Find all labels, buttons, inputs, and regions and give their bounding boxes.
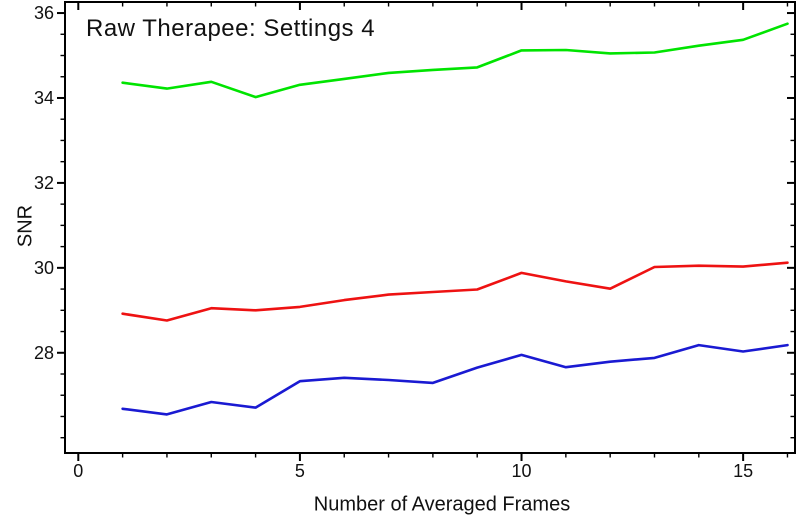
- y-tick-label: 34: [34, 88, 54, 108]
- y-tick-label: 30: [34, 258, 54, 278]
- plot-frame: [64, 1, 796, 454]
- x-tick-label: 15: [733, 461, 753, 481]
- blue-series-line: [121, 343, 789, 416]
- x-axis-title: Number of Averaged Frames: [313, 493, 571, 516]
- red-series-line: [121, 261, 789, 322]
- y-tick-label: 28: [34, 343, 54, 363]
- x-tick-label: 0: [73, 461, 83, 481]
- chart-title: Raw Therapee: Settings 4: [86, 15, 376, 42]
- y-tick-label: 32: [34, 173, 54, 193]
- y-axis-title: SNR: [14, 204, 37, 248]
- green-series-line: [121, 22, 789, 99]
- y-tick-label: 36: [34, 3, 54, 23]
- x-tick-label: 5: [295, 461, 305, 481]
- x-tick-label: 10: [512, 461, 532, 481]
